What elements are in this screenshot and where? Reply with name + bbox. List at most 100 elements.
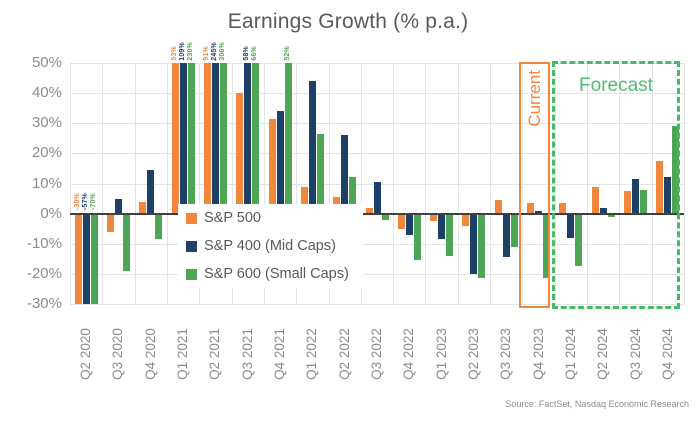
gridline-v bbox=[102, 63, 103, 304]
gridline-v bbox=[425, 63, 426, 304]
gridline-h bbox=[70, 123, 684, 125]
x-tick-label: Q1 2022 bbox=[304, 328, 320, 380]
bar-sp500-q3-2021 bbox=[236, 93, 244, 214]
gridline-v bbox=[619, 63, 620, 304]
bar-sp600smallcaps-q1-2022 bbox=[316, 133, 324, 214]
source-note: Source: FactSet, Nasdaq Economic Researc… bbox=[505, 399, 689, 409]
gridline-v bbox=[232, 63, 233, 304]
y-tick-label: 30% bbox=[31, 114, 62, 132]
bar-sp600smallcaps-q2-2020 bbox=[90, 213, 98, 304]
bar-sp600smallcaps-q1-2023 bbox=[446, 213, 454, 256]
legend-label-sp500: S&P 500 bbox=[204, 210, 261, 226]
y-tick-label: 0% bbox=[40, 204, 62, 222]
bar-value-label: -57% bbox=[81, 193, 89, 211]
bar-sp500-q4-2024 bbox=[656, 160, 664, 214]
x-tick-label: Q1 2021 bbox=[175, 328, 191, 380]
x-tick-label: Q2 2020 bbox=[78, 328, 94, 380]
gridline-v bbox=[652, 63, 653, 304]
bar-sp400midcaps-q2-2023 bbox=[470, 213, 478, 274]
bar-sp500-q3-2020 bbox=[106, 213, 114, 232]
legend-item-sp400: S&P 400 (Mid Caps) bbox=[186, 238, 349, 254]
bar-sp400midcaps-q2-2021 bbox=[211, 63, 219, 214]
bar-sp600smallcaps-q1-2021 bbox=[187, 63, 195, 214]
gridline-v bbox=[70, 63, 71, 304]
sp400-swatch-icon bbox=[186, 240, 197, 252]
x-tick-label: Q2 2024 bbox=[595, 328, 611, 380]
x-tick-label: Q3 2021 bbox=[239, 328, 255, 380]
bar-sp600smallcaps-q4-2023 bbox=[543, 213, 551, 279]
x-tick-label: Q4 2020 bbox=[142, 328, 158, 380]
gridline-v bbox=[490, 63, 491, 304]
bar-sp400midcaps-q1-2022 bbox=[308, 81, 316, 214]
bar-sp500-q4-2022 bbox=[397, 213, 405, 229]
bar-sp400midcaps-q3-2020 bbox=[114, 198, 122, 214]
x-tick-label: Q2 2021 bbox=[207, 328, 223, 380]
bar-sp500-q3-2022 bbox=[365, 207, 373, 214]
legend-label-sp600: S&P 600 (Small Caps) bbox=[204, 266, 349, 282]
bar-sp600smallcaps-q4-2022 bbox=[413, 213, 421, 261]
bar-sp400midcaps-q3-2022 bbox=[373, 181, 381, 214]
bar-value-label: -70% bbox=[89, 193, 97, 211]
gridline-h bbox=[70, 273, 684, 275]
forecast-period-box: Forecast bbox=[552, 61, 680, 309]
bar-sp400midcaps-q4-2022 bbox=[405, 213, 413, 235]
bar-value-label: 53% bbox=[170, 46, 178, 61]
legend-item-sp500: S&P 500 bbox=[186, 210, 349, 226]
current-label: Current bbox=[524, 70, 544, 127]
y-axis: -30% -20% -10% 0% 10% 20% 30% 40% 50% bbox=[0, 0, 62, 429]
y-tick-label: 40% bbox=[31, 84, 62, 102]
sp500-swatch-icon bbox=[186, 212, 197, 224]
bar-sp600smallcaps-q3-2021 bbox=[252, 63, 260, 214]
legend: S&P 500 S&P 400 (Mid Caps) S&P 600 (Smal… bbox=[178, 204, 363, 288]
x-tick-label: Q1 2023 bbox=[433, 328, 449, 380]
gridline-v bbox=[199, 63, 200, 304]
bar-sp400midcaps-q2-2024 bbox=[599, 207, 607, 214]
bar-sp600smallcaps-q3-2022 bbox=[381, 213, 389, 220]
gridline-v bbox=[361, 63, 362, 304]
gridline-v bbox=[522, 63, 523, 304]
sp600-swatch-icon bbox=[186, 268, 197, 280]
y-tick-label: -30% bbox=[26, 295, 62, 312]
gridline-h bbox=[70, 63, 684, 64]
x-axis: Q2 2020 Q3 2020 Q4 2020 Q1 2021 Q2 2021 Q3 20… bbox=[70, 312, 684, 404]
chart-title: Earnings Growth (% p.a.) bbox=[227, 10, 469, 33]
y-tick-label: 20% bbox=[31, 144, 62, 162]
bar-sp400midcaps-q4-2021 bbox=[276, 111, 284, 214]
bar-sp400midcaps-q3-2021 bbox=[244, 63, 252, 214]
x-tick-label: Q4 2024 bbox=[659, 328, 675, 380]
bar-value-label: 58% bbox=[243, 46, 251, 61]
x-tick-label: Q3 2020 bbox=[110, 328, 126, 380]
plot-area: -30% 53% 91% -57% 109% 245% 58% -70% 230% 306% 66%… bbox=[70, 42, 685, 305]
x-tick-label: Q4 2021 bbox=[272, 328, 288, 380]
bar-sp600smallcaps-q1-2024 bbox=[575, 213, 583, 267]
bar-sp600smallcaps-q2-2024 bbox=[607, 213, 615, 217]
bar-sp500-q4-2021 bbox=[268, 118, 276, 214]
bar-sp500-q1-2021 bbox=[171, 63, 179, 214]
gridline-v bbox=[458, 63, 459, 304]
y-tick-label: -20% bbox=[26, 264, 62, 282]
legend-item-sp600: S&P 600 (Small Caps) bbox=[186, 266, 349, 282]
x-tick-label: Q3 2023 bbox=[498, 328, 514, 380]
bar-sp500-q1-2022 bbox=[300, 186, 308, 214]
gridline-h bbox=[70, 93, 684, 95]
bar-sp500-q3-2023 bbox=[494, 200, 502, 214]
x-tick-label: Q3 2022 bbox=[369, 328, 384, 380]
bar-sp500-q2-2020 bbox=[74, 213, 82, 304]
bar-sp600smallcaps-q4-2024 bbox=[672, 126, 680, 214]
bar-sp400midcaps-q4-2023 bbox=[535, 210, 543, 214]
bar-sp400midcaps-q4-2024 bbox=[664, 177, 672, 214]
gridline-h bbox=[70, 304, 684, 305]
gridline-v bbox=[167, 63, 168, 304]
x-tick-label: Q3 2024 bbox=[627, 328, 643, 380]
bar-sp400midcaps-q1-2021 bbox=[179, 63, 187, 214]
x-tick-label: Q4 2022 bbox=[401, 328, 417, 380]
forecast-label: Forecast bbox=[579, 75, 653, 96]
bar-sp400midcaps-q3-2023 bbox=[502, 213, 510, 258]
y-tick-label: 50% bbox=[31, 54, 62, 71]
x-tick-label: Q1 2024 bbox=[562, 328, 578, 380]
gridline-h bbox=[70, 153, 684, 155]
gridline-v bbox=[684, 63, 685, 304]
gridline-v bbox=[329, 63, 330, 304]
y-tick-label: -10% bbox=[26, 234, 62, 252]
bar-value-label: -30% bbox=[73, 193, 81, 211]
